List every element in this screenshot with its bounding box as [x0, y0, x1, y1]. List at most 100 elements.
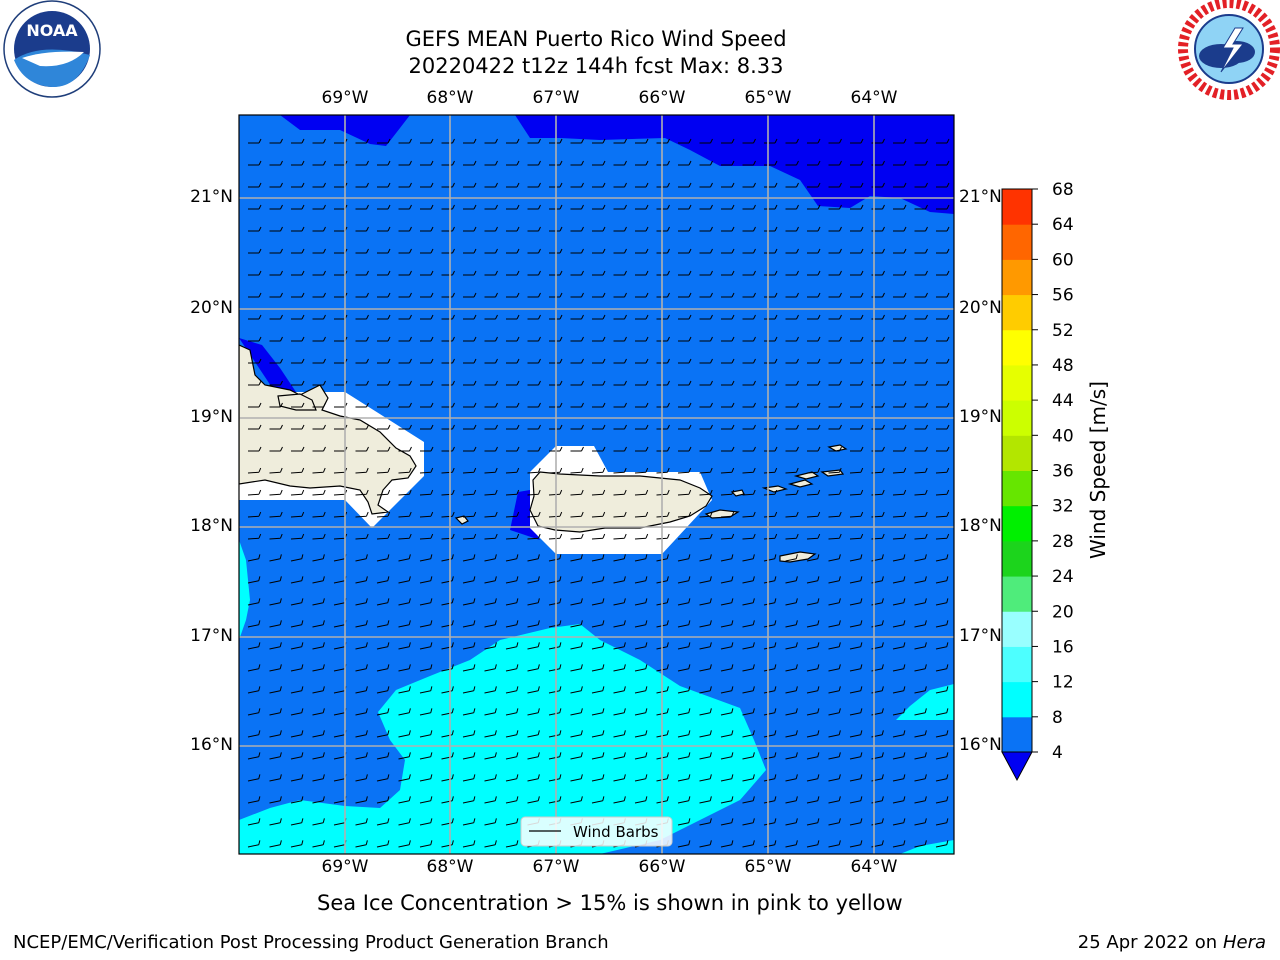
wind-barb: [570, 248, 584, 254]
title-line-2: 20220422 t12z 144h fcst Max: 8.33: [408, 54, 784, 78]
wind-barb: [828, 138, 842, 144]
wind-barb: [893, 402, 907, 408]
wind-barb: [291, 380, 305, 386]
colorbar-block: [1002, 259, 1032, 296]
wind-barb: [785, 160, 799, 166]
wind-barb: [613, 424, 627, 430]
wind-barb: [527, 424, 541, 430]
wind-barb: [420, 138, 434, 144]
wind-barb: [548, 467, 563, 474]
wind-barb: [376, 467, 391, 474]
wind-barb: [570, 226, 584, 232]
wind-barb: [312, 204, 326, 210]
wind-barb: [549, 292, 563, 298]
wind-barb: [355, 402, 369, 408]
wind-barb: [355, 270, 369, 276]
wind-barb: [592, 160, 606, 166]
wind-barb: [355, 226, 369, 232]
wind-barb: [355, 511, 369, 518]
wind-barb: [742, 248, 756, 254]
wind-barb: [549, 138, 563, 144]
wind-barb: [527, 204, 541, 210]
wind-barb: [893, 314, 907, 320]
wind-barb: [420, 270, 434, 276]
wind-barb: [807, 314, 821, 320]
wind-barb: [355, 138, 369, 144]
wind-barb: [355, 446, 369, 452]
wind-barb: [807, 160, 821, 166]
wind-barb: [420, 226, 434, 232]
hispaniola-north-peninsula: [277, 393, 317, 411]
wind-barb: [505, 467, 520, 474]
wind-barb: [248, 446, 262, 452]
wind-barb: [312, 358, 326, 364]
wind-barb: [506, 380, 520, 386]
wind-barb: [720, 489, 735, 496]
colorbar-tick-label: 28: [1052, 532, 1074, 552]
wind-barb: [936, 314, 950, 320]
wind-barb: [420, 292, 434, 298]
wind-barb: [291, 204, 305, 210]
wind-barb: [850, 204, 864, 210]
wind-barb: [398, 248, 412, 254]
wind-barb: [312, 424, 326, 430]
wind-barb: [420, 160, 434, 166]
wind-barb: [377, 248, 391, 254]
wind-barb: [785, 380, 799, 386]
wind-barb: [678, 138, 692, 144]
wind-barb: [398, 160, 412, 166]
wind-barb: [914, 248, 928, 254]
wind-barb: [312, 511, 326, 518]
wind-barb: [635, 380, 649, 386]
wind-barb: [699, 138, 713, 144]
wind-barb: [506, 424, 520, 430]
wind-barb: [849, 489, 864, 496]
wind-barb: [420, 446, 434, 452]
wind-barb: [635, 182, 649, 188]
wind-barb: [527, 446, 541, 452]
wind-barb: [850, 336, 864, 342]
wind-barb: [377, 270, 391, 276]
wind-barb: [398, 511, 412, 518]
wind-barb: [398, 314, 412, 320]
wind-barb: [291, 138, 305, 144]
wind-barb: [549, 182, 563, 188]
wind-barb: [914, 489, 928, 496]
wind-barb: [936, 402, 950, 408]
wind-barb: [678, 270, 692, 276]
colorbar-block: [1002, 294, 1032, 331]
wind-barb: [398, 380, 412, 386]
wind-barb: [527, 511, 541, 518]
wind-barb: [828, 467, 842, 474]
wind-barb: [269, 380, 283, 386]
wind-barb: [892, 467, 907, 474]
wind-barb: [893, 182, 907, 188]
wind-barb: [893, 380, 907, 386]
wind-barb: [721, 336, 735, 342]
wind-barb: [807, 292, 821, 298]
wind-barb: [312, 182, 326, 188]
wind-barb: [527, 248, 541, 254]
wind-barb: [312, 160, 326, 166]
wind-barb: [699, 489, 713, 496]
wind-8-12-west-edge: [239, 540, 250, 640]
wind-barb: [269, 270, 283, 276]
wind-barb: [570, 292, 584, 298]
wind-barb: [635, 402, 649, 408]
wind-barb: [678, 226, 692, 232]
wind-barb: [742, 270, 756, 276]
wind-barb: [248, 424, 262, 430]
wind-barb: [312, 489, 326, 496]
wind-barb: [785, 446, 799, 452]
wind-barb: [742, 138, 756, 144]
wind-barb: [377, 336, 391, 342]
colorbar-under-arrow: [1001, 751, 1033, 782]
colorbar-tick-label: 16: [1052, 637, 1074, 657]
wind-8-12-east-region: [896, 684, 954, 720]
wind-barb: [613, 138, 627, 144]
wind-barb: [678, 424, 692, 430]
wind-barb: [592, 226, 606, 232]
wind-barb: [549, 424, 563, 430]
wind-barb: [420, 314, 434, 320]
wind-barb: [635, 424, 649, 430]
